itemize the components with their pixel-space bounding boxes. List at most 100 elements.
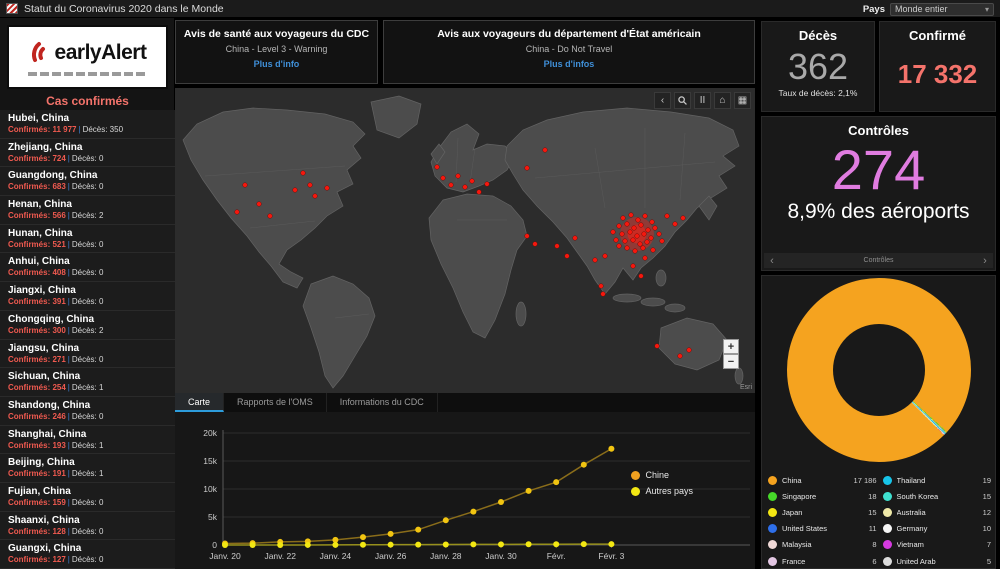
case-row[interactable]: Shandong, China Confirmés: 246 | Décès: 0 — [0, 396, 175, 426]
map-marker[interactable] — [300, 170, 306, 176]
map-marker[interactable] — [622, 238, 628, 244]
map-marker[interactable] — [242, 182, 248, 188]
case-row[interactable]: Hunan, China Confirmés: 521 | Décès: 0 — [0, 224, 175, 254]
map-marker[interactable] — [610, 229, 616, 235]
zoom-out-button[interactable]: − — [723, 354, 739, 369]
legend-item[interactable]: United Arab 5 — [882, 553, 991, 568]
data-point[interactable] — [442, 517, 449, 524]
legend-item[interactable]: United States 11 — [768, 521, 877, 537]
map-marker[interactable] — [644, 239, 650, 245]
data-point[interactable] — [470, 508, 477, 515]
chart-legend-item[interactable]: Autres pays — [631, 486, 693, 496]
tab-carte[interactable]: Carte — [175, 393, 225, 412]
data-point[interactable] — [525, 487, 532, 494]
data-point[interactable] — [222, 541, 228, 548]
case-row[interactable]: Sichuan, China Confirmés: 254 | Décès: 1 — [0, 368, 175, 397]
pager-prev-button[interactable]: ‹ — [770, 254, 774, 267]
data-point[interactable] — [332, 536, 339, 543]
map-marker[interactable] — [677, 353, 683, 359]
state-dept-advisory-more-link[interactable]: Plus d'infos — [543, 59, 595, 69]
map-marker[interactable] — [642, 255, 648, 261]
map-marker[interactable] — [434, 164, 440, 170]
data-point[interactable] — [415, 526, 422, 533]
data-point[interactable] — [470, 541, 477, 548]
map-marker[interactable] — [649, 219, 655, 225]
map-marker[interactable] — [650, 247, 656, 253]
data-point[interactable] — [442, 541, 449, 548]
legend-item[interactable]: China 17 186 — [768, 472, 877, 488]
map-marker[interactable] — [624, 221, 630, 227]
legend-item[interactable]: Japan 15 — [768, 504, 877, 520]
case-row[interactable]: Chongqing, China Confirmés: 300 | Décès: 2 — [0, 310, 175, 340]
data-point[interactable] — [580, 541, 587, 548]
map-marker[interactable] — [613, 237, 619, 243]
data-point[interactable] — [387, 530, 394, 537]
map-home-button[interactable]: ⌂ — [714, 92, 731, 109]
map-marker[interactable] — [632, 248, 638, 254]
case-row[interactable]: Henan, China Confirmés: 566 | Décès: 2 — [0, 196, 175, 225]
map-marker[interactable] — [542, 147, 548, 153]
map-marker[interactable] — [638, 273, 644, 279]
map-collapse-button[interactable]: ‹ — [654, 92, 671, 109]
map-marker[interactable] — [637, 241, 643, 247]
map-marker[interactable] — [554, 243, 560, 249]
case-row[interactable]: Fujian, China Confirmés: 159 | Décès: 0 — [0, 482, 175, 512]
map-marker[interactable] — [642, 213, 648, 219]
data-point[interactable] — [498, 541, 504, 548]
data-point[interactable] — [498, 499, 504, 506]
map-marker[interactable] — [307, 182, 313, 188]
case-row[interactable]: Anhui, China Confirmés: 408 | Décès: 0 — [0, 253, 175, 283]
map-marker[interactable] — [440, 175, 446, 181]
data-point[interactable] — [553, 541, 560, 548]
chart-legend-item[interactable]: Chine — [631, 470, 693, 480]
case-row[interactable]: Guangdong, China Confirmés: 683 | Décès: 0 — [0, 167, 175, 197]
map-marker[interactable] — [656, 231, 662, 237]
map-marker[interactable] — [620, 215, 626, 221]
map-marker[interactable] — [572, 235, 578, 241]
map-marker[interactable] — [312, 193, 318, 199]
legend-item[interactable]: Germany 10 — [882, 521, 991, 537]
map-marker[interactable] — [619, 231, 625, 237]
map-marker[interactable] — [234, 209, 240, 215]
map-marker[interactable] — [592, 257, 598, 263]
map-marker[interactable] — [469, 178, 475, 184]
map-marker[interactable] — [652, 225, 658, 231]
map-marker[interactable] — [635, 217, 641, 223]
data-point[interactable] — [415, 541, 422, 548]
legend-item[interactable]: Australia 12 — [882, 504, 991, 520]
case-row[interactable]: Beijing, China Confirmés: 191 | Décès: 1 — [0, 454, 175, 483]
map-marker[interactable] — [448, 182, 454, 188]
case-row[interactable]: Shaanxi, China Confirmés: 128 | Décès: 0 — [0, 511, 175, 541]
data-point[interactable] — [249, 541, 256, 548]
data-point[interactable] — [277, 541, 284, 548]
map-marker[interactable] — [616, 243, 622, 249]
map-marker[interactable] — [532, 241, 538, 247]
map-marker[interactable] — [524, 165, 530, 171]
map-marker[interactable] — [476, 189, 482, 195]
case-row[interactable]: Hubei, China Confirmés: 11 977 | Décès: 350 — [0, 110, 175, 139]
map-marker[interactable] — [455, 173, 461, 179]
map-marker[interactable] — [564, 253, 570, 259]
map-marker[interactable] — [645, 227, 651, 233]
legend-item[interactable]: Thailand 19 — [882, 472, 991, 488]
map-marker[interactable] — [267, 213, 273, 219]
map-marker[interactable] — [624, 245, 630, 251]
map-marker[interactable] — [686, 347, 692, 353]
map-marker[interactable] — [648, 235, 654, 241]
map-marker[interactable] — [324, 185, 330, 191]
map-marker[interactable] — [616, 223, 622, 229]
data-point[interactable] — [608, 541, 615, 548]
case-row[interactable]: Jiangsu, China Confirmés: 271 | Décès: 0 — [0, 339, 175, 369]
world-map[interactable]: ‹ II ⌂ ▦ + − Esri — [175, 88, 755, 393]
case-row[interactable]: Shanghai, China Confirmés: 193 | Décès: 1 — [0, 425, 175, 455]
map-marker[interactable] — [634, 233, 640, 239]
data-point[interactable] — [360, 541, 366, 548]
legend-item[interactable]: South Korea 15 — [882, 488, 991, 504]
cdc-advisory-more-link[interactable]: Plus d'info — [253, 59, 300, 69]
data-point[interactable] — [304, 541, 311, 548]
map-marker[interactable] — [630, 237, 636, 243]
case-row[interactable]: Jiangxi, China Confirmés: 391 | Décès: 0 — [0, 282, 175, 311]
map-marker[interactable] — [462, 184, 468, 190]
legend-item[interactable]: Malaysia 8 — [768, 537, 877, 553]
case-row[interactable]: Guangxi, China Confirmés: 127 | Décès: 0 — [0, 540, 175, 569]
